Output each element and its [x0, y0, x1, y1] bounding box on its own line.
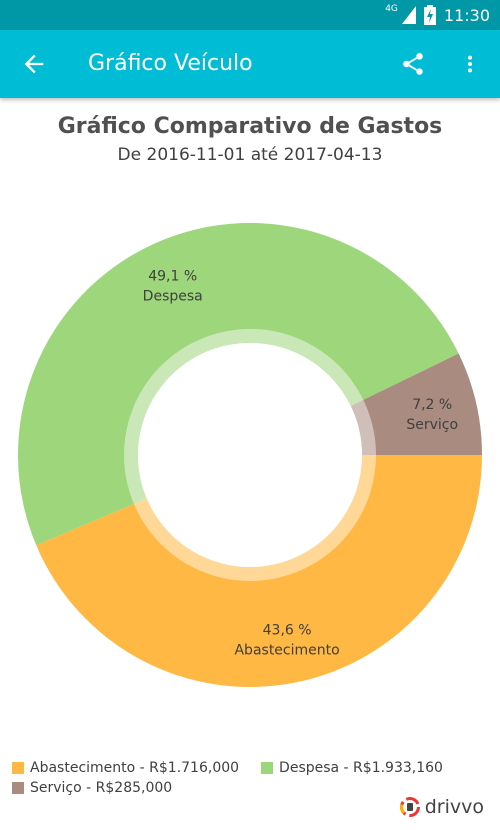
drivvo-logo-icon — [399, 797, 420, 817]
legend-swatch — [12, 762, 24, 774]
chart-subtitle: De 2016-11-01 até 2017-04-13 — [117, 145, 383, 165]
slice-servico[interactable] — [350, 353, 482, 455]
legend-label: Abastecimento - R$1.716,000 — [30, 760, 240, 776]
legend-swatch — [12, 782, 24, 794]
signal-icon — [401, 6, 416, 24]
donut-chart[interactable]: 49,1 % Despesa 7,2 % Serviço 43,6 % Abastecim… — [0, 200, 500, 720]
chart-title: Gráfico Comparativo de Gastos — [57, 114, 443, 139]
status-time: 11:30 — [443, 5, 490, 25]
legend-row: Abastecimento - R$1.716,000 Despesa - R$… — [12, 758, 492, 778]
brand-logo: drivvo — [399, 796, 484, 818]
legend-row: Serviço - R$285,000 — [12, 778, 492, 798]
slice-percent-label: 49,1 % — [148, 269, 197, 285]
share-icon[interactable] — [400, 51, 426, 77]
more-vert-icon[interactable] — [459, 50, 481, 78]
battery-charging-icon — [423, 5, 436, 25]
network-type: 4G — [385, 4, 398, 14]
slice-abastecimento[interactable] — [36, 455, 482, 687]
page-title: Gráfico Veículo — [88, 51, 253, 76]
slice-percent-label: 7,2 % — [412, 397, 452, 413]
brand-name: drivvo — [424, 796, 484, 818]
legend-swatch — [261, 762, 274, 774]
arrow-back-icon[interactable] — [20, 50, 48, 78]
slice-name-label: Serviço — [406, 417, 458, 433]
status-bar: 4G 11:30 — [0, 0, 500, 30]
legend-label: Serviço - R$285,000 — [30, 780, 173, 796]
legend-item-abastecimento[interactable]: Abastecimento - R$1.716,000 — [12, 760, 239, 776]
legend-item-despesa[interactable]: Despesa - R$1.933,160 — [261, 760, 443, 776]
donut-hole — [138, 343, 362, 567]
status-indicators: 4G 11:30 — [385, 0, 490, 30]
app-bar: Gráfico Veículo — [0, 30, 500, 98]
slice-name-label: Despesa — [143, 289, 203, 305]
legend-item-servico[interactable]: Serviço - R$285,000 — [12, 780, 172, 796]
donut-inner-ring — [124, 329, 376, 581]
legend-label: Despesa - R$1.933,160 — [279, 760, 443, 776]
slice-percent-label: 43,6 % — [263, 622, 312, 638]
slice-despesa[interactable] — [17, 222, 459, 546]
chart-legend: Abastecimento - R$1.716,000 Despesa - R$… — [12, 758, 492, 798]
slice-name-label: Abastecimento — [234, 642, 339, 658]
